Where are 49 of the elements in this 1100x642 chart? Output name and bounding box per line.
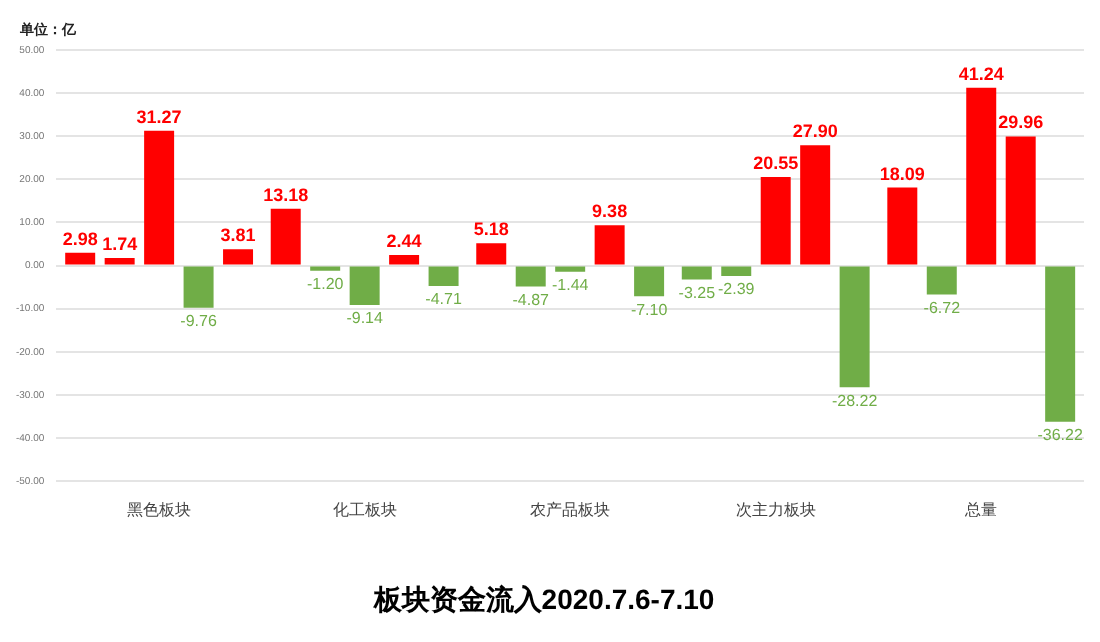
data-label: -7.10 <box>630 300 669 319</box>
bar <box>634 266 665 297</box>
bar <box>839 266 870 388</box>
bar <box>1005 136 1036 265</box>
bar <box>887 187 918 265</box>
bar <box>515 266 546 287</box>
bar <box>926 266 957 295</box>
data-label: -4.87 <box>512 291 551 310</box>
data-label: -9.14 <box>346 309 384 328</box>
data-label: -1.44 <box>551 276 590 295</box>
data-label: 18.09 <box>879 163 925 184</box>
bar <box>270 208 301 265</box>
x-tick-label: 次主力板块 <box>735 501 816 520</box>
data-label: -3.25 <box>678 284 717 303</box>
data-label: -36.22 <box>1037 426 1084 445</box>
data-label: 41.24 <box>958 63 1004 84</box>
x-tick-label: 化工板块 <box>332 501 397 520</box>
data-label: 27.90 <box>792 121 838 142</box>
data-label: -4.71 <box>425 290 463 309</box>
data-label: -28.22 <box>831 391 879 410</box>
bar <box>594 225 625 265</box>
data-label: -1.20 <box>306 275 345 294</box>
data-label: 29.96 <box>998 112 1044 133</box>
data-label: 1.74 <box>102 234 138 255</box>
data-label: 20.55 <box>753 152 799 173</box>
x-tick-label: 农产品板块 <box>530 501 611 520</box>
data-label: 9.38 <box>592 201 628 222</box>
data-label: 3.81 <box>220 225 256 246</box>
x-tick-label: 黑色板块 <box>127 501 192 520</box>
bar <box>389 255 420 265</box>
bar <box>966 87 997 265</box>
text: 板块资金流入2020.7.6-7.10 <box>371 582 715 615</box>
bar <box>65 252 96 265</box>
bar <box>760 176 791 265</box>
bar <box>721 266 752 276</box>
data-label: 2.44 <box>386 231 422 252</box>
data-label: 5.18 <box>473 219 509 240</box>
data-label: -6.72 <box>923 298 962 317</box>
data-label: 2.98 <box>62 228 98 249</box>
bar <box>144 130 175 265</box>
bar <box>1045 266 1076 422</box>
data-label: 13.18 <box>263 184 309 205</box>
data-label: -2.39 <box>718 280 756 299</box>
data-label: 31.27 <box>136 106 182 127</box>
x-tick-label: 总量 <box>963 501 998 520</box>
data-label: -9.76 <box>180 312 218 331</box>
bar <box>800 145 831 265</box>
bar <box>476 243 507 265</box>
bar <box>428 266 459 286</box>
